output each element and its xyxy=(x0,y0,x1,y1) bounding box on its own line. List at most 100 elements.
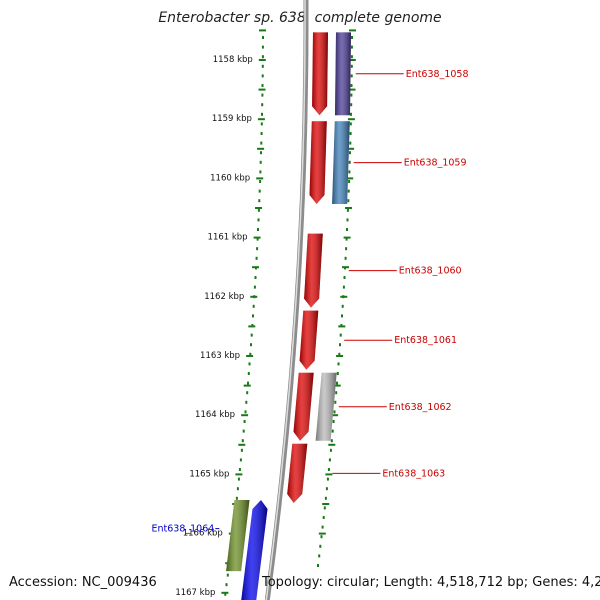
ruler-dot-outer xyxy=(318,554,321,558)
tick-label: 1166 kbp xyxy=(183,529,223,539)
ruler-dot-outer xyxy=(348,160,351,164)
label-layer: Ent638_1058 Ent638_1059 Ent638_1060 Ent638_… xyxy=(151,69,468,535)
gene-arrow-shading xyxy=(304,233,323,308)
ruler-dot-inner xyxy=(259,160,262,164)
ruler-dot-inner xyxy=(257,218,260,222)
tick-label: 1159 kbp xyxy=(212,114,252,124)
feature-shading xyxy=(315,372,337,441)
ruler-dot-inner xyxy=(261,84,264,87)
ruler-tick-inner xyxy=(255,207,262,209)
ruler-tick-outer xyxy=(348,59,356,61)
ruler-dot-outer xyxy=(319,544,322,548)
ruler-dot-inner xyxy=(256,237,259,241)
ruler-dot-outer xyxy=(350,45,353,49)
ruler-dot-outer xyxy=(349,151,351,155)
ruler-dot-outer xyxy=(330,439,333,443)
ruler-tick-outer xyxy=(342,266,349,269)
accession-text: Accession: NC_009436 xyxy=(9,575,157,590)
ruler-dot-outer xyxy=(348,180,351,183)
feature-shading xyxy=(226,500,250,572)
tick-label: 1160 kbp xyxy=(210,173,250,183)
gene-label[interactable]: Ent638_1058 xyxy=(406,69,469,80)
ruler-tick-outer xyxy=(340,295,348,298)
ruler-dot-outer xyxy=(342,285,345,289)
gene-label[interactable]: Ent638_1063 xyxy=(382,468,445,479)
ruler-dot-inner xyxy=(259,180,262,183)
tick-label: 1164 kbp xyxy=(195,410,235,420)
ruler-tick-inner xyxy=(257,118,265,121)
genome-backbone-highlight xyxy=(265,0,306,600)
gene-arrow-shading xyxy=(287,443,308,503)
ruler-dot-inner xyxy=(254,276,257,279)
ruler-tick-inner xyxy=(241,414,249,417)
ruler-dot-inner xyxy=(226,573,229,577)
ruler-dot-inner xyxy=(236,487,239,491)
ruler-dot-inner xyxy=(260,132,263,135)
ruler-dot-inner xyxy=(238,468,241,471)
ruler-tick-outer xyxy=(348,88,356,91)
gene-label[interactable]: Ent638_1059 xyxy=(404,158,467,169)
ruler-dot-outer xyxy=(328,458,331,462)
ruler-dot-outer xyxy=(350,112,352,116)
feature-shading xyxy=(332,121,350,204)
gene-label[interactable]: Ent638_1060 xyxy=(399,266,462,277)
ruler-dot-outer xyxy=(336,372,339,375)
ruler-tick-inner xyxy=(256,177,264,180)
ruler-dot-outer xyxy=(329,448,332,452)
ruler-dot-inner xyxy=(224,592,227,596)
tick-label: 1158 kbp xyxy=(213,55,253,65)
ruler-dot-inner xyxy=(252,304,255,308)
ruler-dot-inner xyxy=(257,228,259,231)
ruler-dot-outer xyxy=(350,64,353,68)
ruler-dot-outer xyxy=(350,84,353,87)
tick-label: 1163 kbp xyxy=(200,351,240,361)
ruler-dot-outer xyxy=(341,314,343,318)
ruler-dot-inner xyxy=(252,314,254,318)
genome-title: Enterobacter sp. 638, complete genome xyxy=(158,10,442,26)
gene-arrow-shading xyxy=(299,310,319,370)
ruler-dot-outer xyxy=(334,400,337,404)
gene-label[interactable]: Ent638_1062 xyxy=(389,402,452,413)
ruler-layer: 1158 kbp 1159 kbp 1160 kbp 1161 kbp 1162 kbp… xyxy=(175,29,356,598)
gene-label[interactable]: Ent638_1064 xyxy=(151,524,214,535)
feature-layer xyxy=(226,32,351,572)
ruler-dot-outer xyxy=(345,237,348,241)
ruler-dot-inner xyxy=(235,496,238,500)
ruler-tick-outer xyxy=(318,532,326,535)
ruler-tick-inner xyxy=(221,591,229,594)
ruler-tick-inner xyxy=(253,236,261,239)
ruler-dot-outer xyxy=(324,496,327,500)
genome-backbone xyxy=(264,0,309,600)
ruler-tick-inner xyxy=(259,29,266,32)
ruler-dot-outer xyxy=(346,218,349,222)
ruler-dot-outer xyxy=(348,170,351,174)
ruler-dot-outer xyxy=(350,74,353,78)
ruler-dot-outer xyxy=(337,362,340,366)
ruler-dot-inner xyxy=(240,448,243,452)
ruler-dot-inner xyxy=(250,343,252,347)
tick-label: 1161 kbp xyxy=(208,233,248,243)
gene-label[interactable]: Ent638_1061 xyxy=(394,335,457,346)
ruler-dot-outer xyxy=(326,477,329,481)
ruler-dot-outer xyxy=(349,132,352,135)
tick-label: 1165 kbp xyxy=(189,469,229,479)
ruler-dot-inner xyxy=(261,103,264,107)
ruler-dot-outer xyxy=(347,199,350,203)
ruler-dot-inner xyxy=(262,36,264,39)
ruler-dot-inner xyxy=(260,122,263,126)
ruler-dot-outer xyxy=(343,276,346,279)
ruler-tick-outer xyxy=(333,384,341,387)
ruler-dot-outer xyxy=(341,304,344,308)
gene-layer xyxy=(241,32,328,600)
gene-arrow-shading xyxy=(309,121,327,204)
ruler-tick-inner xyxy=(257,147,265,150)
ruler-tick-outer xyxy=(336,355,344,357)
gene-arrow-shading xyxy=(293,372,314,441)
ruler-dot-inner xyxy=(225,583,228,587)
ruler-dot-outer xyxy=(344,256,347,260)
ruler-tick-outer xyxy=(322,503,330,505)
ruler-dot-outer xyxy=(349,141,352,145)
ruler-dot-inner xyxy=(261,93,264,97)
